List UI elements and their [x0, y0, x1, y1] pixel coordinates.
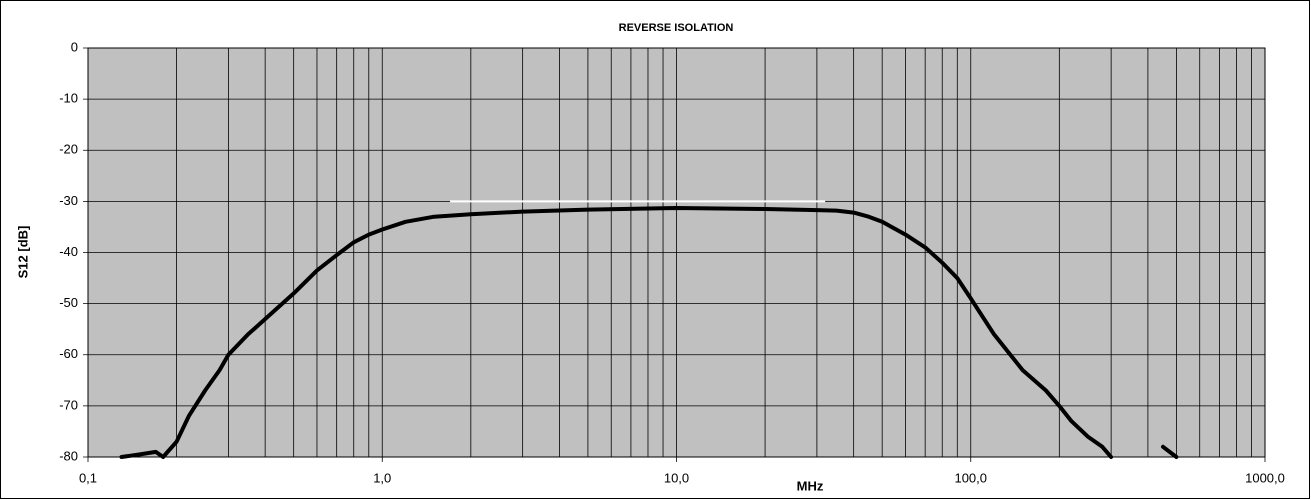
y-tick-label: -20 — [59, 142, 78, 157]
y-tick-label: -80 — [59, 448, 78, 463]
data-line — [119, 206, 1179, 459]
y-axis-label: S12 [dB] — [15, 226, 30, 279]
x-tick-label: 100,0 — [954, 470, 987, 485]
x-axis-label: MHz — [797, 478, 824, 493]
y-tick-label: 0 — [71, 39, 78, 54]
x-tick-label: 10,0 — [664, 470, 689, 485]
chart-title: REVERSE ISOLATION — [619, 22, 734, 34]
y-tick-label: -10 — [59, 91, 78, 106]
y-tick-label: -70 — [59, 397, 78, 412]
x-tick-label: 1000,0 — [1245, 470, 1285, 485]
x-tick-label: 0,1 — [79, 470, 97, 485]
x-tick-label: 1,0 — [373, 470, 391, 485]
y-tick-label: -40 — [59, 244, 78, 259]
y-tick-label: -30 — [59, 193, 78, 208]
y-tick-label: -60 — [59, 346, 78, 361]
y-tick-label: -50 — [59, 295, 78, 310]
